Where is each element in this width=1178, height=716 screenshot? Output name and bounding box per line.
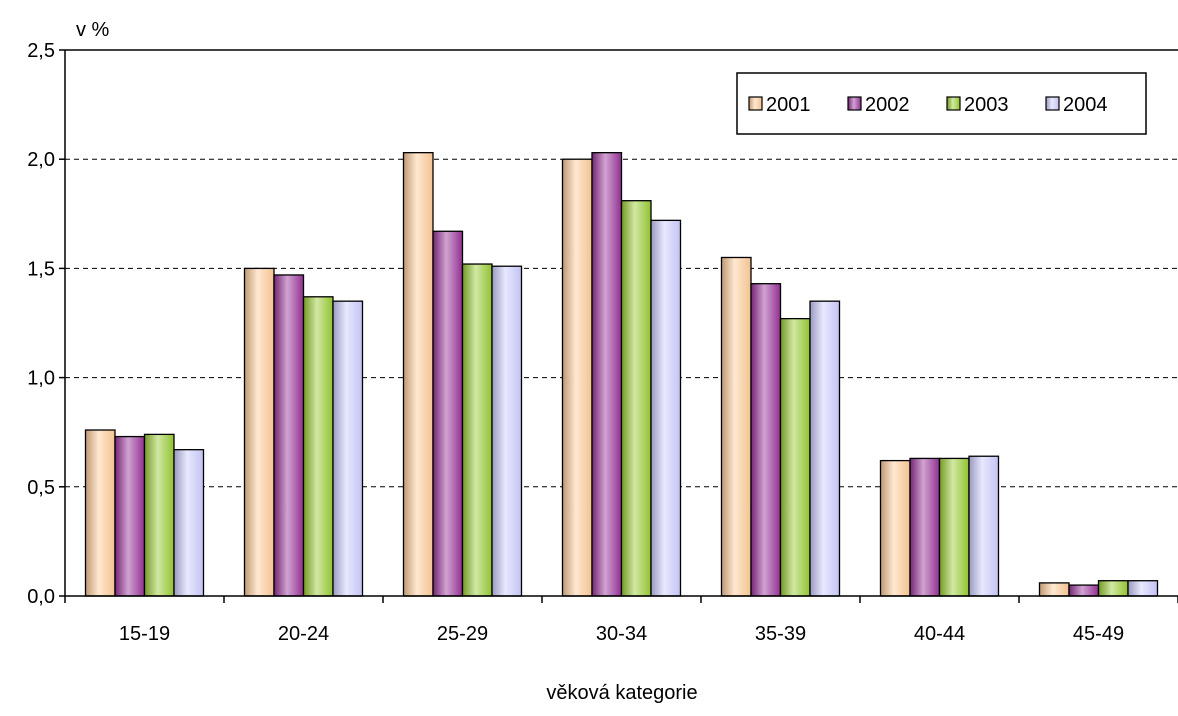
bar-2004-25-29 bbox=[491, 265, 523, 597]
legend-swatch bbox=[748, 96, 763, 111]
bar-2001-25-29 bbox=[402, 151, 434, 597]
bar-2001-40-44 bbox=[879, 459, 911, 597]
legend-label: 2004 bbox=[1063, 94, 1108, 116]
bar-2003-15-19 bbox=[143, 433, 175, 597]
legend-label: 2001 bbox=[766, 94, 811, 116]
bar-2002-30-34 bbox=[591, 151, 623, 597]
legend-swatch bbox=[946, 96, 961, 111]
bar-2004-20-24 bbox=[332, 300, 364, 597]
y-tick-label: 0,0 bbox=[27, 586, 55, 608]
bar-2001-35-39 bbox=[720, 256, 752, 597]
legend-swatch bbox=[847, 96, 862, 111]
y-tick-label: 1,5 bbox=[27, 258, 55, 280]
x-axis-title: věková kategorie bbox=[546, 682, 697, 704]
y-tick-label: 2,5 bbox=[27, 40, 55, 62]
bar-2002-40-44 bbox=[909, 457, 941, 597]
x-tick-label: 45-49 bbox=[1073, 623, 1124, 645]
bar-2001-45-49 bbox=[1038, 582, 1070, 597]
x-tick-label: 15-19 bbox=[119, 623, 170, 645]
bar-2002-20-24 bbox=[273, 274, 305, 597]
bar-2004-15-19 bbox=[173, 449, 205, 597]
legend: 2001 2002 2003 2004 bbox=[736, 72, 1147, 135]
legend-swatch bbox=[1045, 96, 1060, 111]
bar-2002-15-19 bbox=[114, 435, 146, 597]
x-tick-label: 30-34 bbox=[596, 623, 647, 645]
bar-2002-45-49 bbox=[1068, 584, 1100, 597]
legend-item-2002: 2002 bbox=[847, 94, 910, 116]
legend-label: 2002 bbox=[865, 94, 910, 116]
x-tick-label: 25-29 bbox=[437, 623, 488, 645]
bar-2002-25-29 bbox=[432, 230, 464, 597]
bar-2004-30-34 bbox=[650, 219, 682, 597]
legend-item-2004: 2004 bbox=[1045, 94, 1108, 116]
bar-2004-45-49 bbox=[1127, 580, 1159, 597]
bar-2003-20-24 bbox=[302, 296, 334, 597]
bar-2003-30-34 bbox=[620, 200, 652, 597]
y-tick-label: 2,0 bbox=[27, 149, 55, 171]
bar-2003-40-44 bbox=[938, 457, 970, 597]
legend-item-2001: 2001 bbox=[748, 94, 811, 116]
y-axis-title: v % bbox=[76, 19, 110, 41]
bar-2003-25-29 bbox=[461, 263, 493, 597]
bar-2001-20-24 bbox=[243, 267, 275, 597]
bar-2001-15-19 bbox=[84, 429, 116, 597]
legend-box bbox=[736, 72, 1147, 135]
legend-label: 2003 bbox=[964, 94, 1009, 116]
x-tick-label: 20-24 bbox=[278, 623, 329, 645]
bar-2003-35-39 bbox=[779, 317, 811, 597]
bars bbox=[84, 151, 1159, 597]
y-tick-label: 1,0 bbox=[27, 368, 55, 390]
legend-item-2003: 2003 bbox=[946, 94, 1009, 116]
bar-2001-30-34 bbox=[561, 158, 593, 597]
y-tick-label: 0,5 bbox=[27, 477, 55, 499]
bar-2004-35-39 bbox=[809, 300, 841, 597]
bar-2002-35-39 bbox=[750, 283, 782, 597]
x-tick-label: 35-39 bbox=[755, 623, 806, 645]
axes: 0,0 0,5 1,0 1,5 2,0 2,5 15-19 20-24 25-29 30-34 35… bbox=[27, 40, 1178, 645]
bar-2003-45-49 bbox=[1097, 580, 1129, 597]
x-tick-label: 40-44 bbox=[914, 623, 965, 645]
bar-2004-40-44 bbox=[968, 455, 1000, 597]
